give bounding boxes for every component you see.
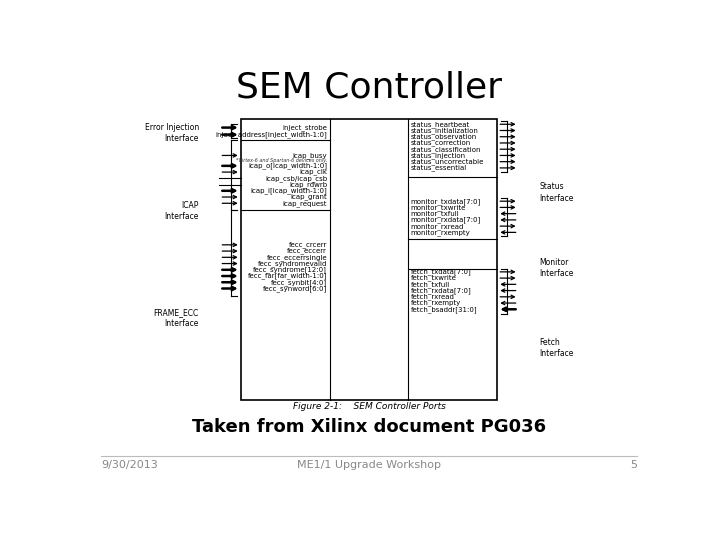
Text: Status
Interface: Status Interface [539, 183, 574, 202]
Text: icap_csb/icap_csb: icap_csb/icap_csb [265, 175, 327, 181]
Text: fetch_bsaddr[31:0]: fetch_bsaddr[31:0] [411, 306, 477, 313]
Text: fecc_synbit[4:0]: fecc_synbit[4:0] [271, 279, 327, 286]
Text: monitor_txdata[7:0]: monitor_txdata[7:0] [411, 198, 481, 205]
Text: icap_o[icap_width-1:0]: icap_o[icap_width-1:0] [248, 163, 327, 169]
Text: fecc_far[far_width-1:0]: fecc_far[far_width-1:0] [248, 273, 327, 279]
Text: ME1/1 Upgrade Workshop: ME1/1 Upgrade Workshop [297, 460, 441, 470]
Text: status_observation: status_observation [411, 133, 477, 140]
Text: fecc_crcerr: fecc_crcerr [289, 241, 327, 248]
Text: *Virtex-6 and Spartan-6 devices only.: *Virtex-6 and Spartan-6 devices only. [236, 158, 327, 163]
Text: Fetch
Interface: Fetch Interface [539, 339, 574, 359]
Text: fecc_syndromevalid: fecc_syndromevalid [258, 260, 327, 267]
Bar [408, 268, 498, 315]
Text: monitor_rxempty: monitor_rxempty [411, 229, 471, 236]
Text: Monitor
Interface: Monitor Interface [539, 258, 574, 278]
Text: icap_grant: icap_grant [290, 194, 327, 200]
Text: fetch_rxdata[7:0]: fetch_rxdata[7:0] [411, 287, 472, 294]
Bar [240, 119, 330, 138]
Text: icap_rdwrb: icap_rdwrb [289, 181, 327, 188]
Text: monitor_rxdata[7:0]: monitor_rxdata[7:0] [411, 217, 481, 223]
Text: FRAME_ECC
Interface: FRAME_ECC Interface [153, 308, 199, 328]
Text: status_initialization: status_initialization [411, 127, 479, 134]
Text: inject_strobe: inject_strobe [282, 124, 327, 131]
Text: fetch_rxempty: fetch_rxempty [411, 300, 461, 306]
Text: status_injection: status_injection [411, 152, 466, 159]
Text: icap_busy: icap_busy [292, 152, 327, 159]
Text: inject_address[inject_width-1:0]: inject_address[inject_width-1:0] [215, 131, 327, 138]
Text: fecc_eccerrsingle: fecc_eccerrsingle [266, 254, 327, 261]
Text: ICAP
Interface: ICAP Interface [164, 201, 199, 221]
Text: fecc_eccerr: fecc_eccerr [287, 248, 327, 254]
Text: fetch_txdata[7:0]: fetch_txdata[7:0] [411, 268, 472, 275]
Text: icap_clk: icap_clk [299, 168, 327, 176]
Text: monitor_txwrite: monitor_txwrite [411, 204, 467, 211]
Text: Error Injection
Interface: Error Injection Interface [145, 123, 199, 143]
Bar [240, 119, 498, 400]
Text: SEM Controller: SEM Controller [236, 71, 502, 105]
Text: icap_request: icap_request [283, 200, 327, 207]
Text: fecc_syndrome[12:0]: fecc_syndrome[12:0] [253, 266, 327, 273]
Text: fetch_txwrite: fetch_txwrite [411, 275, 456, 281]
Text: status_essential: status_essential [411, 165, 467, 171]
Text: Figure 2-1:    SEM Controller Ports: Figure 2-1: SEM Controller Ports [292, 402, 446, 411]
Text: status_uncorrectable: status_uncorrectable [411, 158, 485, 165]
Bar [240, 211, 330, 298]
Text: status_heartbeat: status_heartbeat [411, 121, 470, 127]
Text: status_correction: status_correction [411, 140, 471, 146]
Text: monitor_txfull: monitor_txfull [411, 210, 459, 217]
Text: Taken from Xilinx document PG036: Taken from Xilinx document PG036 [192, 417, 546, 436]
Text: fetch_rxread: fetch_rxread [411, 293, 455, 300]
Text: fetch_txfull: fetch_txfull [411, 281, 450, 288]
Text: icap_i[icap_width-1:0]: icap_i[icap_width-1:0] [251, 187, 327, 194]
Text: status_classification: status_classification [411, 146, 482, 153]
Text: monitor_rxread: monitor_rxread [411, 223, 464, 230]
Text: 9/30/2013: 9/30/2013 [101, 460, 158, 470]
Text: fecc_synword[6:0]: fecc_synword[6:0] [263, 285, 327, 292]
Text: 5: 5 [630, 460, 637, 470]
